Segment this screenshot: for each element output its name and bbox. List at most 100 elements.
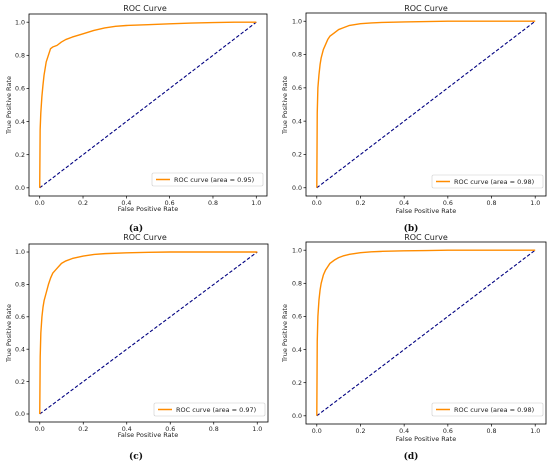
- x-tick-label: 0.6: [443, 428, 453, 435]
- panel-caption: (c): [129, 451, 143, 462]
- plot-frame: [28, 13, 268, 197]
- roc-curve-line: [316, 249, 536, 416]
- y-tick-label: 0.4: [292, 118, 302, 125]
- plot-marks: [316, 249, 536, 417]
- x-tick-label: 0.6: [165, 426, 175, 433]
- chance-diagonal-line: [39, 251, 258, 415]
- legend-box: [153, 402, 266, 417]
- x-tick-label: 0.8: [208, 200, 218, 207]
- x-tick-label: 0.2: [355, 428, 365, 435]
- y-tick-label: 0.0: [292, 185, 302, 192]
- legend: ROC curve (area = 0.98): [431, 174, 544, 189]
- plot-marks: [316, 20, 536, 189]
- chart-title: ROC Curve: [123, 4, 167, 13]
- x-axis-label: False Positive Rate: [396, 435, 456, 443]
- y-tick-label: 0.8: [292, 281, 302, 288]
- x-tick-label: 1.0: [530, 428, 540, 435]
- legend: ROC curve (area = 0.97): [153, 402, 266, 417]
- y-tick-label: 0.6: [292, 314, 302, 321]
- x-tick-label: 0.8: [487, 428, 497, 435]
- y-tick-label: 1.0: [15, 19, 25, 26]
- x-tick-label: 1.0: [252, 426, 262, 433]
- legend-box: [151, 172, 264, 187]
- legend: ROC curve (area = 0.98): [431, 402, 544, 417]
- y-tick-label: 0.8: [15, 282, 25, 289]
- y-tick-label: 1.0: [292, 18, 302, 25]
- x-tick-label: 0.2: [78, 200, 88, 207]
- y-tick-label: 0.6: [15, 314, 25, 321]
- panel-caption: (a): [129, 223, 143, 234]
- x-ticks: 0.0 0.2 0.4 0.6 0.8 1.0: [312, 424, 540, 435]
- y-tick-label: 0.6: [15, 86, 25, 93]
- x-tick-label: 0.0: [312, 428, 322, 435]
- y-tick-label: 0.2: [292, 380, 302, 387]
- y-tick-label: 0.2: [292, 152, 302, 159]
- x-ticks: 0.0 0.2 0.4 0.6 0.8 1.0: [35, 196, 261, 207]
- y-ticks: 0.0 0.2 0.4 0.6 0.8 1.0: [292, 18, 306, 192]
- roc-curve-line: [316, 20, 536, 188]
- panel-c: ROC Curve 0.0 0.2 0.4 0.6 0.8 1.0 0.0 0.2 0.4 0.…: [5, 233, 269, 462]
- y-tick-label: 0.0: [15, 185, 25, 192]
- panel-caption: (d): [404, 451, 419, 462]
- plot-frame: [28, 243, 269, 423]
- panel-caption: (b): [404, 223, 419, 234]
- chance-diagonal-line: [316, 20, 536, 189]
- x-tick-label: 0.4: [121, 200, 131, 207]
- plot-marks: [39, 251, 258, 415]
- y-tick-label: 1.0: [15, 249, 25, 256]
- y-tick-label: 0.0: [292, 413, 302, 420]
- panel-a: ROC Curve 0.0 0.2 0.4 0.6 0.8 1.0 0.00.20.40.…: [5, 4, 268, 234]
- y-axis-label: True Positive Rate: [5, 304, 13, 363]
- x-tick-label: 1.0: [251, 200, 261, 207]
- x-tick-label: 1.0: [530, 200, 540, 207]
- panel-d: ROC Curve 0.0 0.2 0.4 0.6 0.8 1.0 0.00.20.40.…: [281, 233, 547, 462]
- y-tick-label: 0.4: [292, 347, 302, 354]
- legend-box: [431, 402, 544, 417]
- y-tick-label: 0.2: [15, 152, 25, 159]
- y-tick-label: 0.8: [292, 52, 302, 59]
- chance-diagonal-line: [39, 21, 257, 189]
- y-axis-label: True Positive Rate: [5, 76, 13, 135]
- x-axis-label: False Positive Rate: [118, 431, 178, 439]
- y-axis-label: True Positive Rate: [281, 304, 289, 363]
- roc-curve-line: [39, 21, 257, 188]
- x-tick-label: 0.4: [122, 426, 132, 433]
- x-tick-label: 0.2: [78, 426, 88, 433]
- chart-title: ROC Curve: [404, 233, 448, 242]
- x-tick-label: 0.8: [209, 426, 219, 433]
- x-ticks: 0.0 0.2 0.4 0.6 0.8 1.0: [312, 196, 540, 207]
- roc-curve-line: [39, 251, 258, 414]
- y-tick-label: 0.0: [15, 411, 25, 418]
- y-axis-label: True Positive Rate: [281, 76, 289, 135]
- x-tick-label: 0.0: [35, 200, 45, 207]
- y-ticks: 0.0 0.2 0.4 0.6 0.8 1.0: [15, 249, 29, 418]
- legend-entry: ROC curve (area = 0.98): [454, 406, 534, 414]
- y-tick-label: 0.4: [15, 119, 25, 126]
- x-tick-label: 0.0: [312, 200, 322, 207]
- x-tick-label: 0.4: [399, 200, 409, 207]
- chance-diagonal-line: [316, 249, 536, 417]
- x-tick-label: 0.0: [35, 426, 45, 433]
- y-ticks: 0.0 0.2 0.4 0.6 0.8 1.0: [292, 247, 306, 420]
- y-ticks: 0.0 0.2 0.4 0.6 0.8 1.0: [15, 19, 29, 192]
- x-tick-label: 0.2: [355, 200, 365, 207]
- panel-b: ROC Curve 0.0 0.2 0.4 0.6 0.8 1.0 0.00.20.40.…: [281, 4, 547, 234]
- legend-entry: ROC curve (area = 0.98): [454, 178, 534, 186]
- plot-frame: [305, 241, 547, 425]
- x-tick-label: 0.4: [399, 428, 409, 435]
- y-tick-label: 0.8: [15, 53, 25, 60]
- x-tick-label: 0.6: [165, 200, 175, 207]
- x-axis-label: False Positive Rate: [396, 207, 456, 215]
- plot-marks: [39, 21, 257, 189]
- x-tick-label: 0.6: [443, 200, 453, 207]
- y-tick-label: 0.4: [15, 346, 25, 353]
- legend-entry: ROC curve (area = 0.97): [176, 406, 256, 414]
- legend-box: [431, 174, 544, 189]
- legend-entry: ROC curve (area = 0.95): [174, 176, 254, 184]
- plot-frame: [305, 12, 547, 197]
- y-tick-label: 1.0: [292, 247, 302, 254]
- x-ticks: 0.0 0.2 0.4 0.6 0.8 1.0: [35, 422, 262, 433]
- chart-title: ROC Curve: [404, 4, 448, 13]
- chart-title: ROC Curve: [123, 233, 167, 242]
